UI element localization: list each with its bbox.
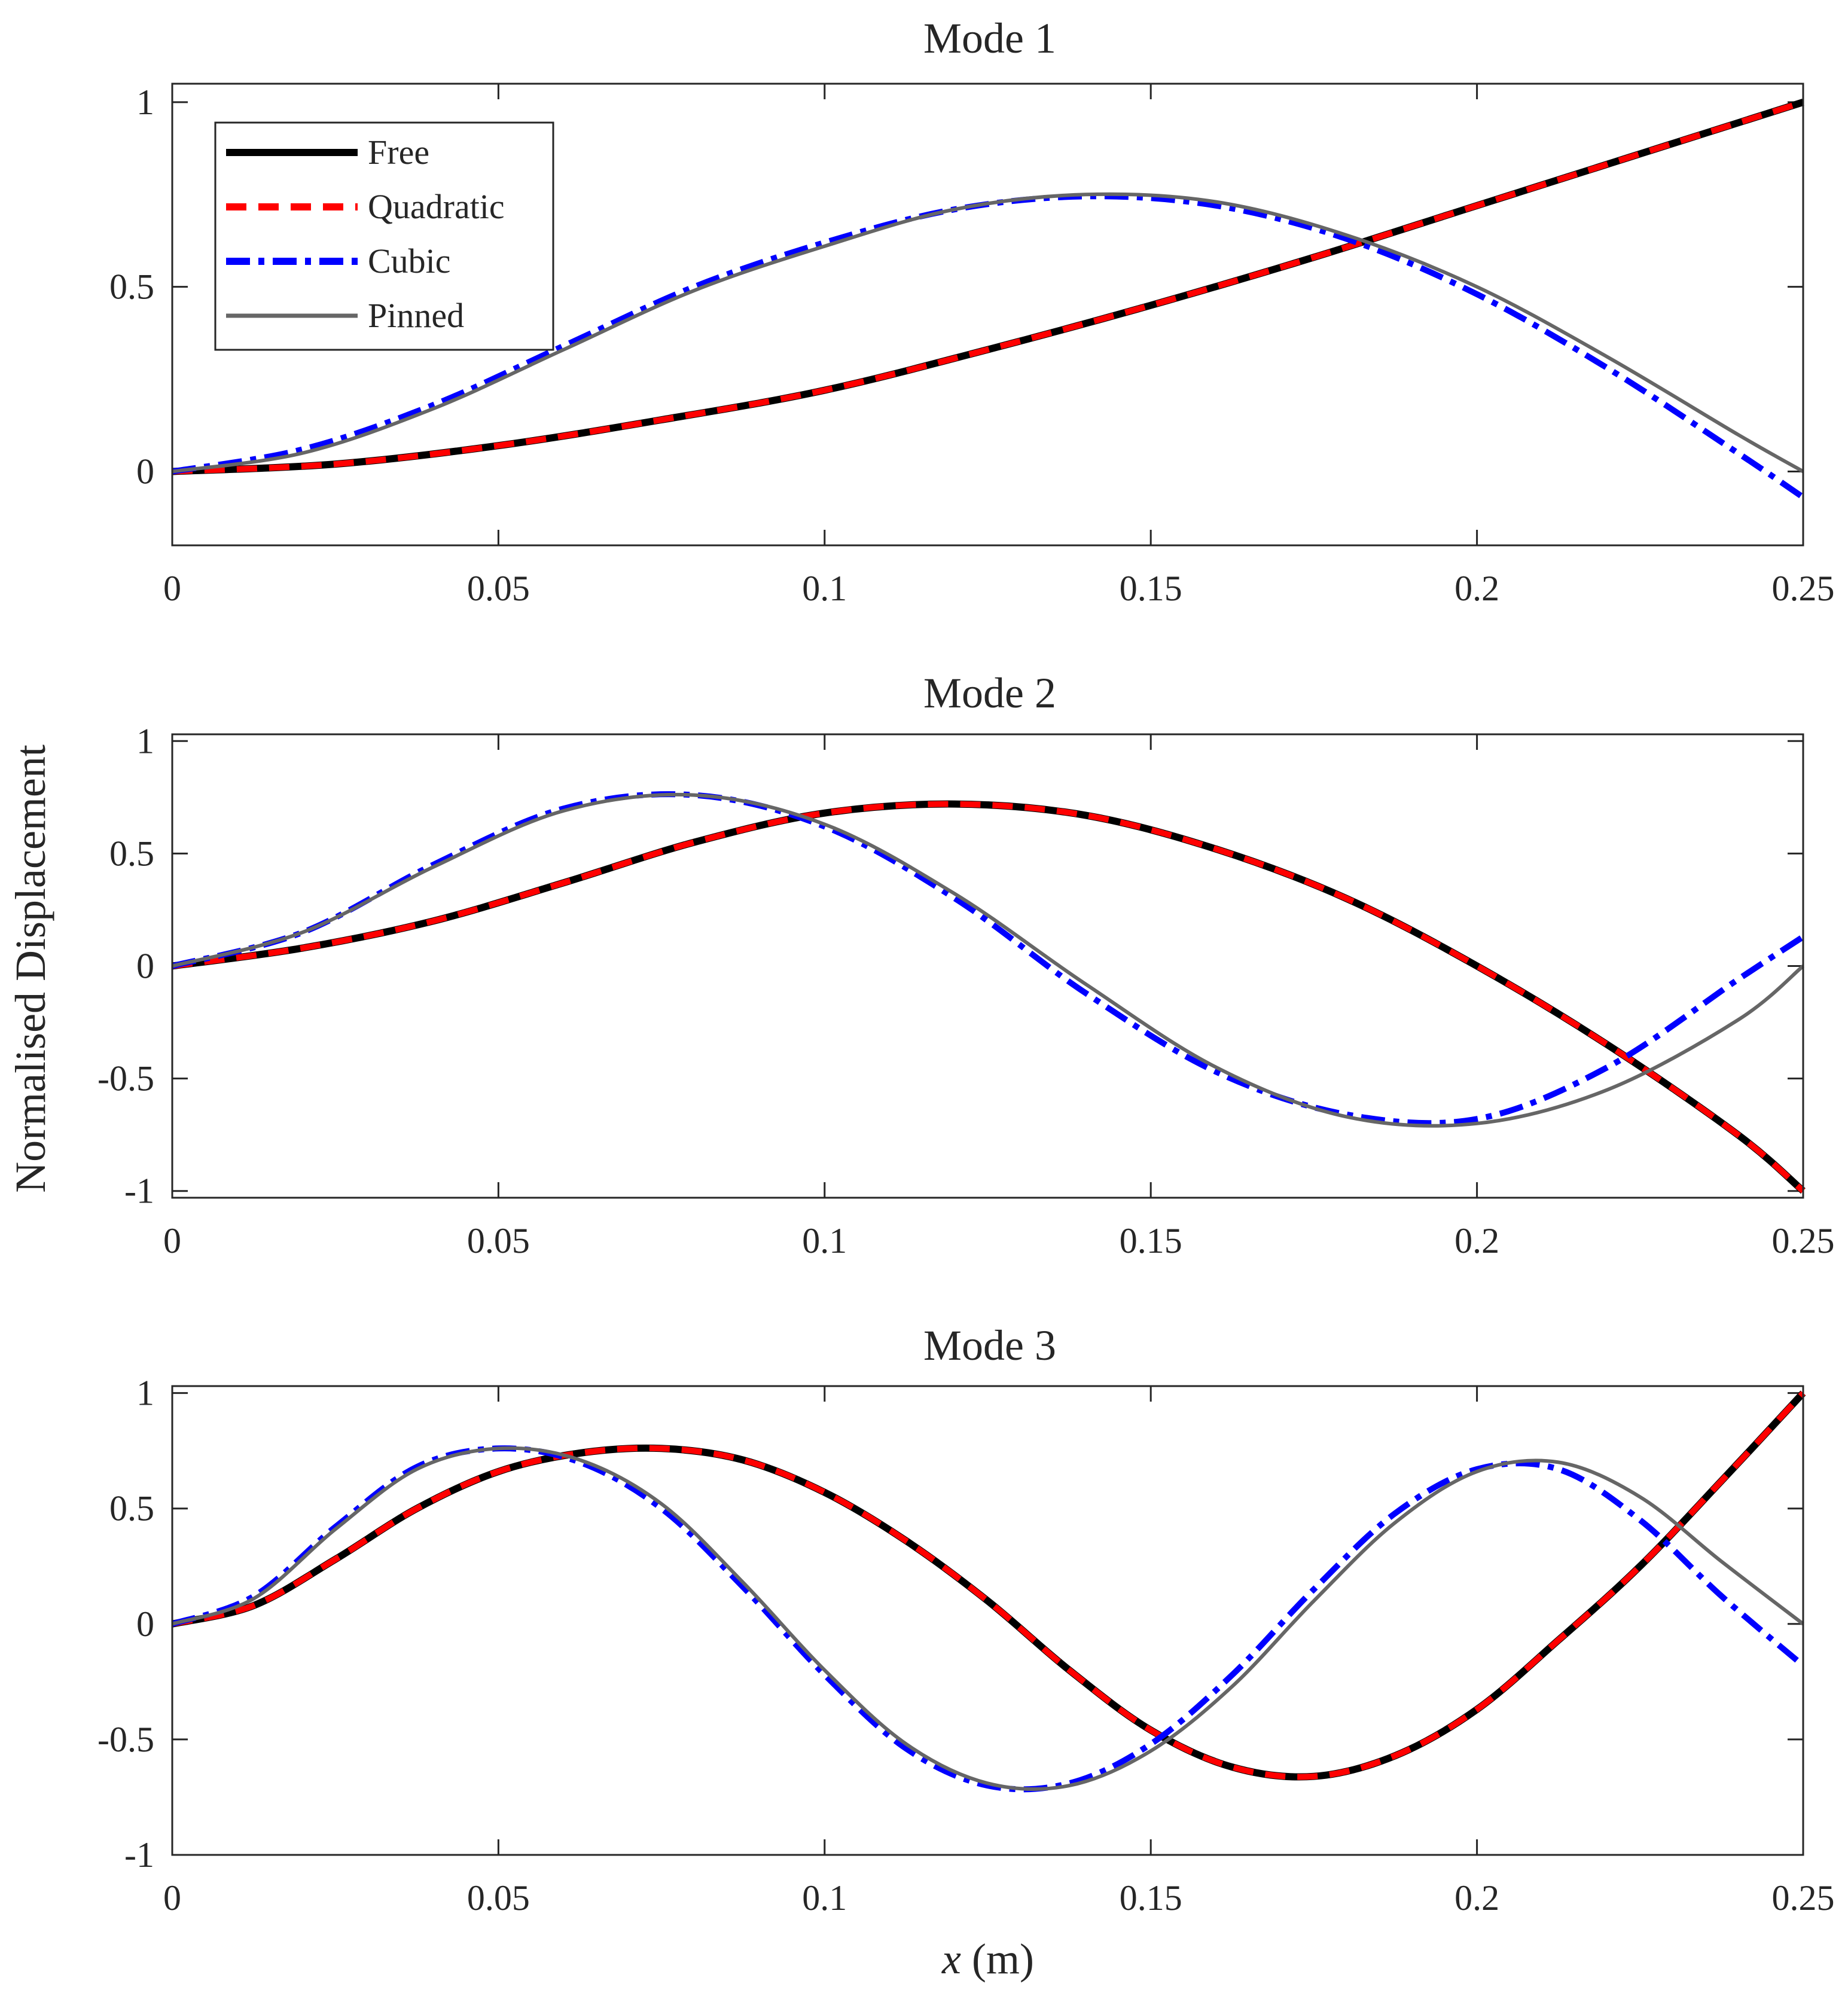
x-tick-label: 0.1 [802,569,847,608]
legend-label-quadratic: Quadratic [368,187,505,226]
y-tick-label: 1 [136,83,154,122]
panel-title: Mode 2 [923,669,1056,717]
plot-frame [171,733,1804,1199]
series-line-pinned [172,192,1804,474]
panel-mode-1: Mode 1 0 0.05 0.1 0.15 0.2 0.25 0 0.5 1 [109,14,1835,608]
x-tick-label: 0.25 [1772,1221,1835,1261]
panel-mode-3: Mode 3 0 0.05 0.1 0.15 0.2 0.25 -1 -0.5 0 0.5 1 [97,1322,1834,1918]
series-line-cubic [171,1445,1806,1793]
x-tick-label: 0.15 [1120,569,1182,608]
series-line-quadratic [172,99,1804,475]
x-axis-label: x (m) [941,1935,1034,1983]
y-tick-label: 0.5 [109,1489,154,1528]
series-line-quadratic [171,1391,1806,1780]
x-tick-label: 0 [163,569,181,608]
x-tick-label: 0.1 [802,1221,847,1261]
series-line-pinned [172,1446,1804,1792]
x-tick-label: 0.2 [1454,1221,1499,1261]
legend-entry-quadratic: Quadratic [226,187,505,226]
x-tick-label: 0.25 [1772,569,1835,608]
y-tick-label: 0 [136,947,154,986]
legend-entry-free: Free [226,133,429,172]
x-tick-label: 0.05 [467,1878,530,1918]
y-tick-label: -1 [124,1171,154,1211]
legend-label-cubic: Cubic [368,242,451,280]
x-tick-label: 0.15 [1120,1221,1182,1261]
y-tick-label: 0.5 [109,267,154,307]
x-tick-label: 0 [163,1221,181,1261]
y-tick-label: 1 [136,721,154,761]
plot-frame [171,1385,1804,1856]
y-tick-label: 0 [136,1604,154,1644]
legend: Free Quadratic Cubic Pinned [214,121,554,351]
legend-entry-pinned: Pinned [226,296,464,335]
legend-box [214,121,554,351]
x-tick-label: 0 [163,1878,181,1918]
series-line-pinned [172,792,1804,1128]
panel-title: Mode 1 [923,14,1056,62]
x-axis-label-unit: (m) [961,1935,1034,1983]
y-tick-label: 1 [136,1374,154,1413]
x-tick-label: 0.05 [467,569,530,608]
x-tick-label: 0.1 [802,1878,847,1918]
x-tick-label: 0.2 [1454,1878,1499,1918]
plot-frame [171,83,1804,547]
series-line-cubic [172,193,1805,500]
x-tick-label: 0.2 [1454,569,1499,608]
x-axis-label-variable: x [941,1935,961,1983]
y-tick-label: 0.5 [109,834,154,873]
x-tick-label: 0.05 [467,1221,530,1261]
panel-mode-2: Mode 2 0 0.05 0.1 0.15 0.2 0.25 -1 -0.5 0 0.5 1 [97,669,1834,1261]
series-line-quadratic [172,801,1806,1194]
y-tick-label: -0.5 [97,1059,154,1098]
legend-label-free: Free [368,133,429,172]
y-tick-label: -1 [124,1835,154,1875]
x-tick-label: 0.15 [1120,1878,1182,1918]
x-tick-label: 0.25 [1772,1878,1835,1918]
y-tick-label: -0.5 [97,1720,154,1759]
legend-entry-cubic: Cubic [226,242,451,280]
panel-title: Mode 3 [923,1322,1056,1369]
series-line-cubic [171,791,1805,1127]
legend-label-pinned: Pinned [368,296,464,335]
y-axis-label: Normalised Displacement [7,744,54,1193]
y-tick-label: 0 [136,451,154,491]
